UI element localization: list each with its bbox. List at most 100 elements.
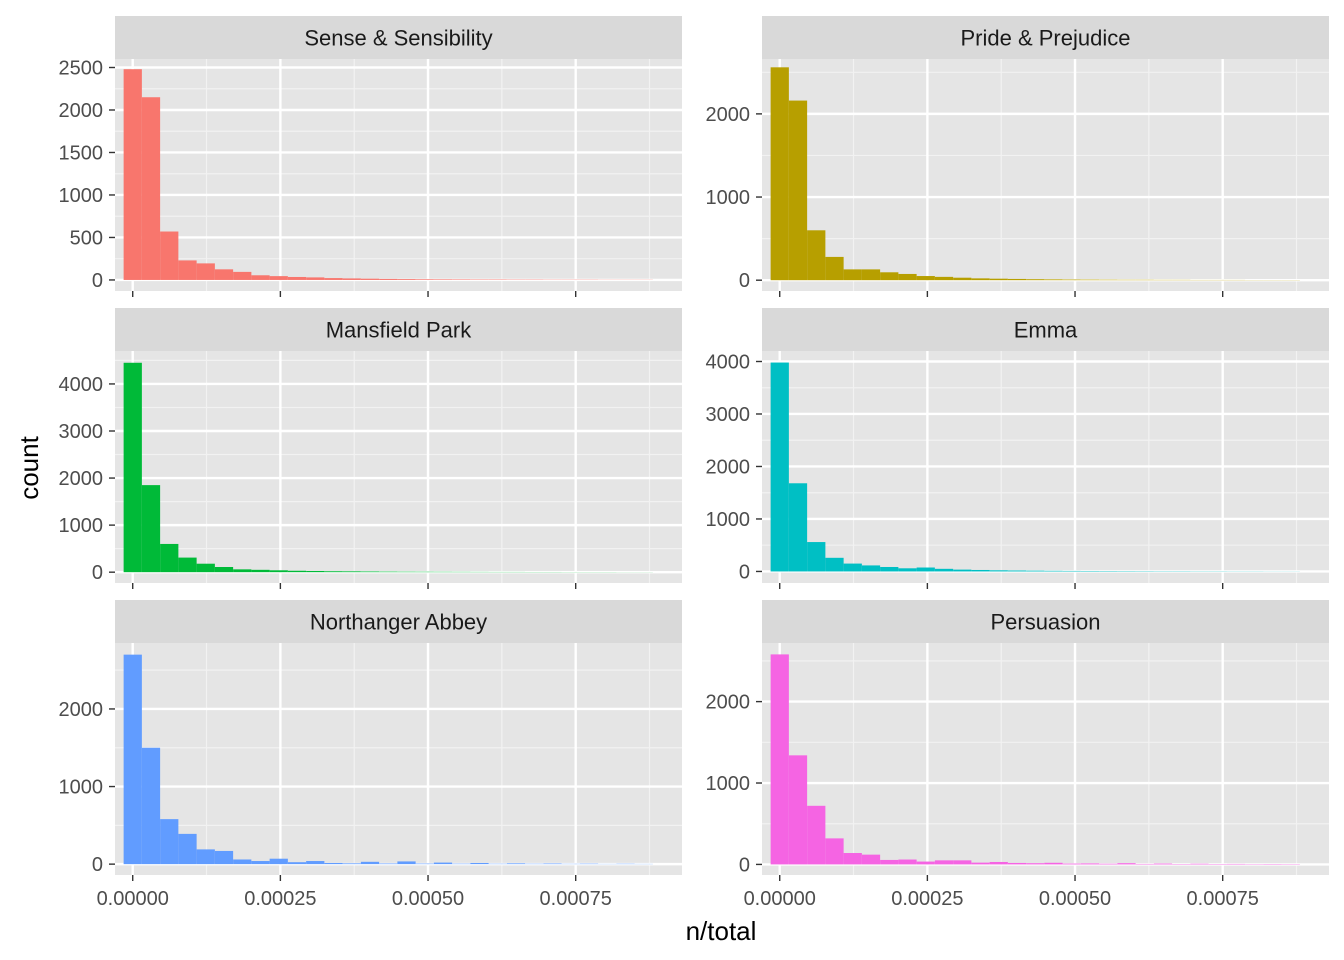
histogram-bars <box>770 654 1300 865</box>
y-tick-label: 0 <box>739 854 750 876</box>
y-tick-label: 0 <box>92 854 103 876</box>
histogram-bar <box>1044 279 1063 281</box>
histogram-bar <box>1062 863 1081 865</box>
y-tick-label: 2000 <box>59 699 104 721</box>
histogram-bar <box>196 849 215 865</box>
histogram-bar <box>123 362 142 573</box>
facet-strip <box>115 308 682 351</box>
histogram-bars <box>770 362 1300 572</box>
histogram-bars <box>123 654 653 865</box>
histogram-bar <box>898 568 917 572</box>
histogram-bar <box>916 567 935 572</box>
x-tick-label: 0.00000 <box>744 888 816 910</box>
histogram-bar <box>506 863 526 865</box>
histogram-bar <box>861 269 881 281</box>
histogram-bar <box>934 276 954 281</box>
x-tick-label: 0.00050 <box>392 888 464 910</box>
y-tick-label: 3000 <box>59 421 104 443</box>
histogram-bar <box>452 279 471 280</box>
histogram-bar <box>1044 862 1063 865</box>
histogram-bar <box>360 278 380 280</box>
histogram-bar <box>971 862 990 865</box>
facet-strip <box>762 16 1329 59</box>
histogram-bar <box>324 278 343 280</box>
histogram-bar <box>1007 278 1027 281</box>
histogram-bar <box>788 100 808 281</box>
x-tick-label: 0.00050 <box>1039 888 1111 910</box>
histogram-bar <box>953 277 972 281</box>
facet-strip-label: Mansfield Park <box>326 318 473 343</box>
facet-strip-label: Northanger Abbey <box>310 610 487 635</box>
histogram-bar <box>861 854 881 865</box>
x-tick-label: 0.00025 <box>891 888 963 910</box>
histogram-bar <box>306 861 325 865</box>
y-tick-label: 500 <box>70 227 103 249</box>
histogram-bar <box>825 557 844 572</box>
x-axis-title: n/total <box>686 916 757 946</box>
facet-strip <box>115 16 682 59</box>
histogram-bar <box>360 571 380 573</box>
histogram-bar <box>233 859 252 865</box>
x-tick-label: 0.00075 <box>540 888 612 910</box>
histogram-bar <box>214 269 234 280</box>
histogram-bar <box>989 861 1008 865</box>
y-tick-label: 1000 <box>59 515 104 537</box>
facet-panel: Pride & Prejudice 0 1000 2000 <box>706 16 1329 297</box>
histogram-bar <box>269 276 288 280</box>
y-tick-label: 4000 <box>59 374 104 396</box>
histogram-bars <box>770 67 1300 281</box>
y-tick-label: 0 <box>92 562 103 584</box>
histogram-bar <box>360 861 380 865</box>
y-tick-label: 2000 <box>706 692 751 714</box>
histogram-bar <box>825 256 844 281</box>
histogram-bar <box>178 260 197 280</box>
histogram-bar <box>306 571 325 573</box>
facet-panel: Northanger Abbey 0 1000 2000 <box>59 600 682 881</box>
histogram-bar <box>843 269 862 281</box>
panel-background <box>115 59 682 291</box>
histogram-bar <box>880 859 899 865</box>
histogram-bar <box>1007 862 1027 865</box>
histogram-bar <box>178 557 197 573</box>
histogram-bar <box>269 570 288 573</box>
histogram-bar <box>770 67 789 281</box>
histogram-bar <box>1080 279 1100 281</box>
x-tick-label: 0.00000 <box>97 888 169 910</box>
histogram-bar <box>1062 279 1081 281</box>
y-tick-label: 4000 <box>706 351 751 373</box>
panel-background <box>115 351 682 583</box>
histogram-bar <box>251 275 270 280</box>
histogram-bar <box>141 97 161 280</box>
histogram-bar <box>770 362 789 572</box>
histogram-bar <box>342 863 361 865</box>
histogram-bars <box>123 362 653 573</box>
panel-background <box>115 643 682 875</box>
histogram-bar <box>916 276 935 281</box>
histogram-bar <box>415 863 434 865</box>
histogram-bar <box>415 279 434 280</box>
histogram-bar <box>989 570 1008 572</box>
histogram-bar <box>807 805 826 865</box>
x-tick-label: 0.00075 <box>1187 888 1259 910</box>
histogram-bar <box>788 755 808 865</box>
histogram-bar <box>251 861 270 865</box>
facet-strip <box>115 600 682 643</box>
histogram-bars <box>123 69 653 280</box>
facet-strip-label: Persuasion <box>990 610 1100 635</box>
facet-strip-label: Pride & Prejudice <box>961 26 1131 51</box>
facet-strip <box>762 600 1329 643</box>
histogram-bar <box>916 861 935 865</box>
y-tick-label: 1000 <box>59 185 104 207</box>
histogram-bar <box>1044 570 1063 572</box>
histogram-bar <box>433 279 453 280</box>
panel-background <box>762 59 1329 291</box>
histogram-bar <box>160 819 179 865</box>
histogram-bar <box>953 569 972 572</box>
y-tick-label: 1500 <box>59 142 104 164</box>
y-tick-label: 2000 <box>706 104 751 126</box>
histogram-bar <box>287 862 307 865</box>
histogram-bar <box>880 272 899 281</box>
histogram-bar <box>843 563 862 572</box>
histogram-bar <box>470 862 489 865</box>
y-tick-label: 1000 <box>706 773 751 795</box>
